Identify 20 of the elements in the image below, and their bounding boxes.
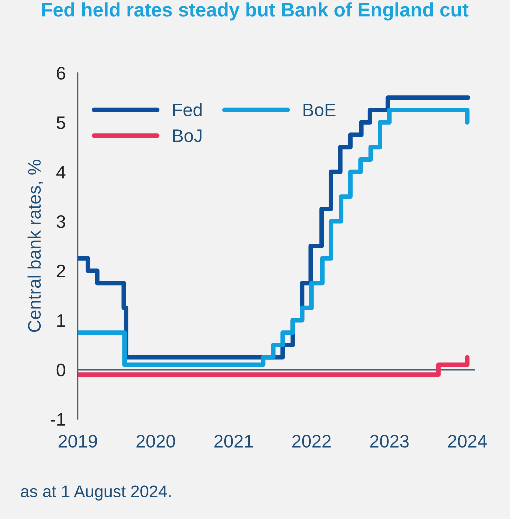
y-tick-label: 2 bbox=[57, 264, 66, 278]
chart-title: Fed held rates steady but Bank of England cut bbox=[42, 2, 469, 21]
y-tick-label: 5 bbox=[56, 116, 66, 130]
y-tick-label: 6 bbox=[57, 67, 66, 80]
text: as at 1 August 2024. bbox=[21, 486, 171, 501]
legend-label: BoJ bbox=[173, 130, 202, 142]
x-tick-label: 2022 bbox=[292, 435, 331, 448]
y-axis-title: Central bank rates, % bbox=[28, 160, 44, 332]
y-tick-label: 3 bbox=[56, 215, 66, 228]
y-tick-label: 0 bbox=[56, 364, 66, 377]
y-tick-label: -1 bbox=[50, 413, 66, 426]
x-tick-label: 2024 bbox=[448, 435, 488, 448]
x-tick-label: 2020 bbox=[136, 435, 176, 448]
y-tick-label: 1 bbox=[58, 314, 66, 327]
x-tick-label: 2019 bbox=[58, 435, 98, 448]
x-tick-label: 2021 bbox=[214, 435, 254, 448]
y-tick-label: 4 bbox=[56, 166, 66, 179]
legend-label: Fed bbox=[173, 103, 202, 117]
x-tick-label: 2023 bbox=[370, 435, 409, 448]
legend-label: BoE bbox=[304, 104, 336, 117]
